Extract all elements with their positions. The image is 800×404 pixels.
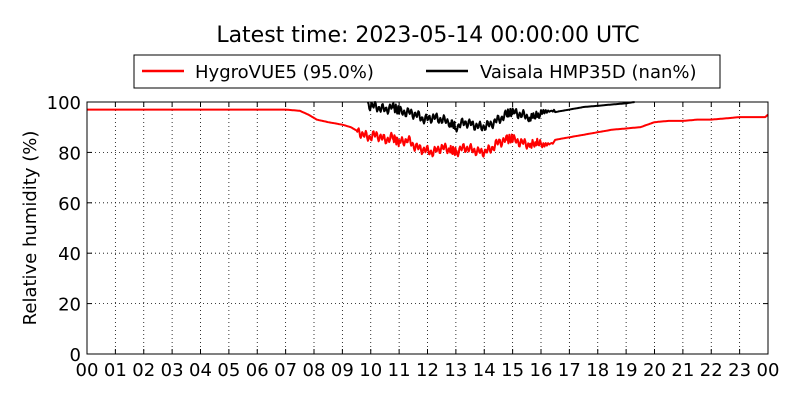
x-tick-label: 21 (671, 360, 694, 381)
x-tick-label: 23 (728, 360, 751, 381)
x-tick-label: 18 (586, 360, 609, 381)
x-tick-label: 00 (76, 360, 99, 381)
x-tick-label: 14 (473, 360, 496, 381)
x-tick-label: 15 (501, 360, 524, 381)
chart-title: Latest time: 2023-05-14 00:00:00 UTC (216, 23, 639, 48)
x-tick-label: 01 (104, 360, 127, 381)
x-tick-label: 19 (615, 360, 638, 381)
x-tick-label: 08 (303, 360, 326, 381)
legend-label-vaisala: Vaisala HMP35D (nan%) (480, 62, 697, 83)
grid (87, 102, 768, 354)
x-tick-label: 04 (189, 360, 212, 381)
y-tick-label: 60 (58, 194, 81, 215)
x-tick-label: 05 (217, 360, 240, 381)
y-tick-label: 80 (58, 143, 81, 164)
x-tick-label: 02 (132, 360, 155, 381)
legend-label-hygrovue5: HygroVUE5 (95.0%) (195, 62, 374, 83)
x-tick-label: 20 (643, 360, 666, 381)
x-tick-label: 17 (558, 360, 581, 381)
y-tick-label: 100 (47, 93, 81, 114)
y-tick-label: 0 (70, 345, 81, 366)
y-ticks: 0 20 40 60 80 100 (47, 93, 768, 366)
x-tick-label: 07 (274, 360, 297, 381)
y-tick-label: 40 (58, 244, 81, 265)
x-tick-label: 16 (530, 360, 553, 381)
x-tick-label: 10 (359, 360, 382, 381)
x-tick-label: 12 (416, 360, 439, 381)
x-tick-label: 03 (161, 360, 184, 381)
series-line-vaisala (366, 101, 635, 133)
x-tick-label: 06 (246, 360, 269, 381)
x-tick-label: 13 (444, 360, 467, 381)
x-tick-label: 09 (331, 360, 354, 381)
x-tick-label: 22 (700, 360, 723, 381)
series-line-hygrovue5 (87, 108, 769, 158)
plot-frame (86, 101, 769, 355)
x-tick-label: 11 (388, 360, 411, 381)
legend: HygroVUE5 (95.0%) Vaisala HMP35D (nan%) (133, 54, 721, 89)
x-ticks: 00 01 02 03 04 05 06 07 08 09 10 11 12 13 14 15 16 17 18 19… (76, 102, 780, 381)
y-tick-label: 20 (58, 295, 81, 316)
y-axis-label: Relative humidity (%) (20, 131, 41, 326)
plot-lines (87, 101, 769, 158)
x-tick-label: 00 (757, 360, 780, 381)
